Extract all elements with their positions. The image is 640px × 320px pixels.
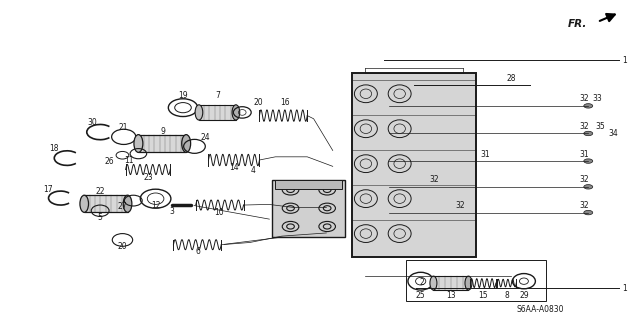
- Bar: [138, 135, 186, 152]
- Bar: [272, 180, 346, 237]
- Circle shape: [584, 185, 593, 189]
- Text: 27: 27: [118, 203, 127, 212]
- Text: 7: 7: [215, 91, 220, 100]
- Text: 8: 8: [504, 291, 509, 300]
- Text: 18: 18: [49, 144, 58, 153]
- Circle shape: [584, 131, 593, 136]
- Circle shape: [584, 104, 593, 108]
- Bar: [406, 260, 546, 301]
- Text: 4: 4: [251, 166, 255, 175]
- Text: 32: 32: [580, 175, 589, 184]
- Ellipse shape: [134, 135, 143, 152]
- Text: 21: 21: [119, 123, 129, 132]
- Text: 20: 20: [118, 243, 127, 252]
- Text: 23: 23: [143, 173, 153, 182]
- Ellipse shape: [195, 105, 203, 120]
- Circle shape: [584, 159, 593, 163]
- Text: 13: 13: [447, 291, 456, 300]
- Text: 34: 34: [608, 129, 618, 138]
- Text: FR.: FR.: [568, 19, 588, 28]
- Ellipse shape: [182, 135, 191, 152]
- Bar: [84, 195, 127, 212]
- Text: 30: 30: [88, 118, 97, 127]
- Text: 12: 12: [151, 201, 161, 210]
- Text: 15: 15: [478, 291, 488, 300]
- Text: 5: 5: [98, 213, 102, 222]
- Text: 10: 10: [214, 208, 224, 217]
- Text: 32: 32: [580, 122, 589, 131]
- Text: 3: 3: [170, 207, 175, 216]
- Text: 32: 32: [456, 201, 465, 210]
- Text: 19: 19: [178, 91, 188, 100]
- Text: 35: 35: [595, 122, 605, 131]
- Text: 6: 6: [195, 247, 200, 257]
- Text: 9: 9: [160, 127, 165, 136]
- Ellipse shape: [80, 195, 88, 212]
- Ellipse shape: [232, 105, 240, 120]
- Text: 33: 33: [592, 94, 602, 103]
- Text: 11: 11: [124, 156, 134, 164]
- Text: 32: 32: [580, 94, 589, 103]
- Text: S6AA-A0830: S6AA-A0830: [516, 305, 564, 314]
- Text: 26: 26: [105, 157, 115, 166]
- Text: 32: 32: [430, 175, 440, 184]
- Text: 16: 16: [280, 99, 290, 108]
- Text: 20: 20: [253, 99, 263, 108]
- Text: 32: 32: [580, 201, 589, 210]
- Text: 1: 1: [623, 284, 627, 293]
- Text: 29: 29: [519, 291, 529, 300]
- Text: 17: 17: [43, 185, 52, 194]
- Circle shape: [584, 210, 593, 215]
- Text: 31: 31: [580, 149, 589, 159]
- Bar: [433, 276, 468, 290]
- Text: 14: 14: [229, 163, 239, 172]
- Ellipse shape: [124, 195, 132, 212]
- Text: 1: 1: [623, 56, 627, 65]
- Bar: [352, 73, 476, 257]
- Text: 25: 25: [416, 291, 426, 300]
- Text: 31: 31: [481, 150, 490, 159]
- Bar: [275, 180, 342, 189]
- Text: 22: 22: [95, 187, 105, 196]
- Text: 24: 24: [200, 133, 210, 142]
- Ellipse shape: [430, 276, 437, 290]
- Text: 2: 2: [420, 278, 424, 287]
- Text: 28: 28: [506, 74, 516, 83]
- Bar: [199, 105, 236, 120]
- Ellipse shape: [465, 276, 472, 290]
